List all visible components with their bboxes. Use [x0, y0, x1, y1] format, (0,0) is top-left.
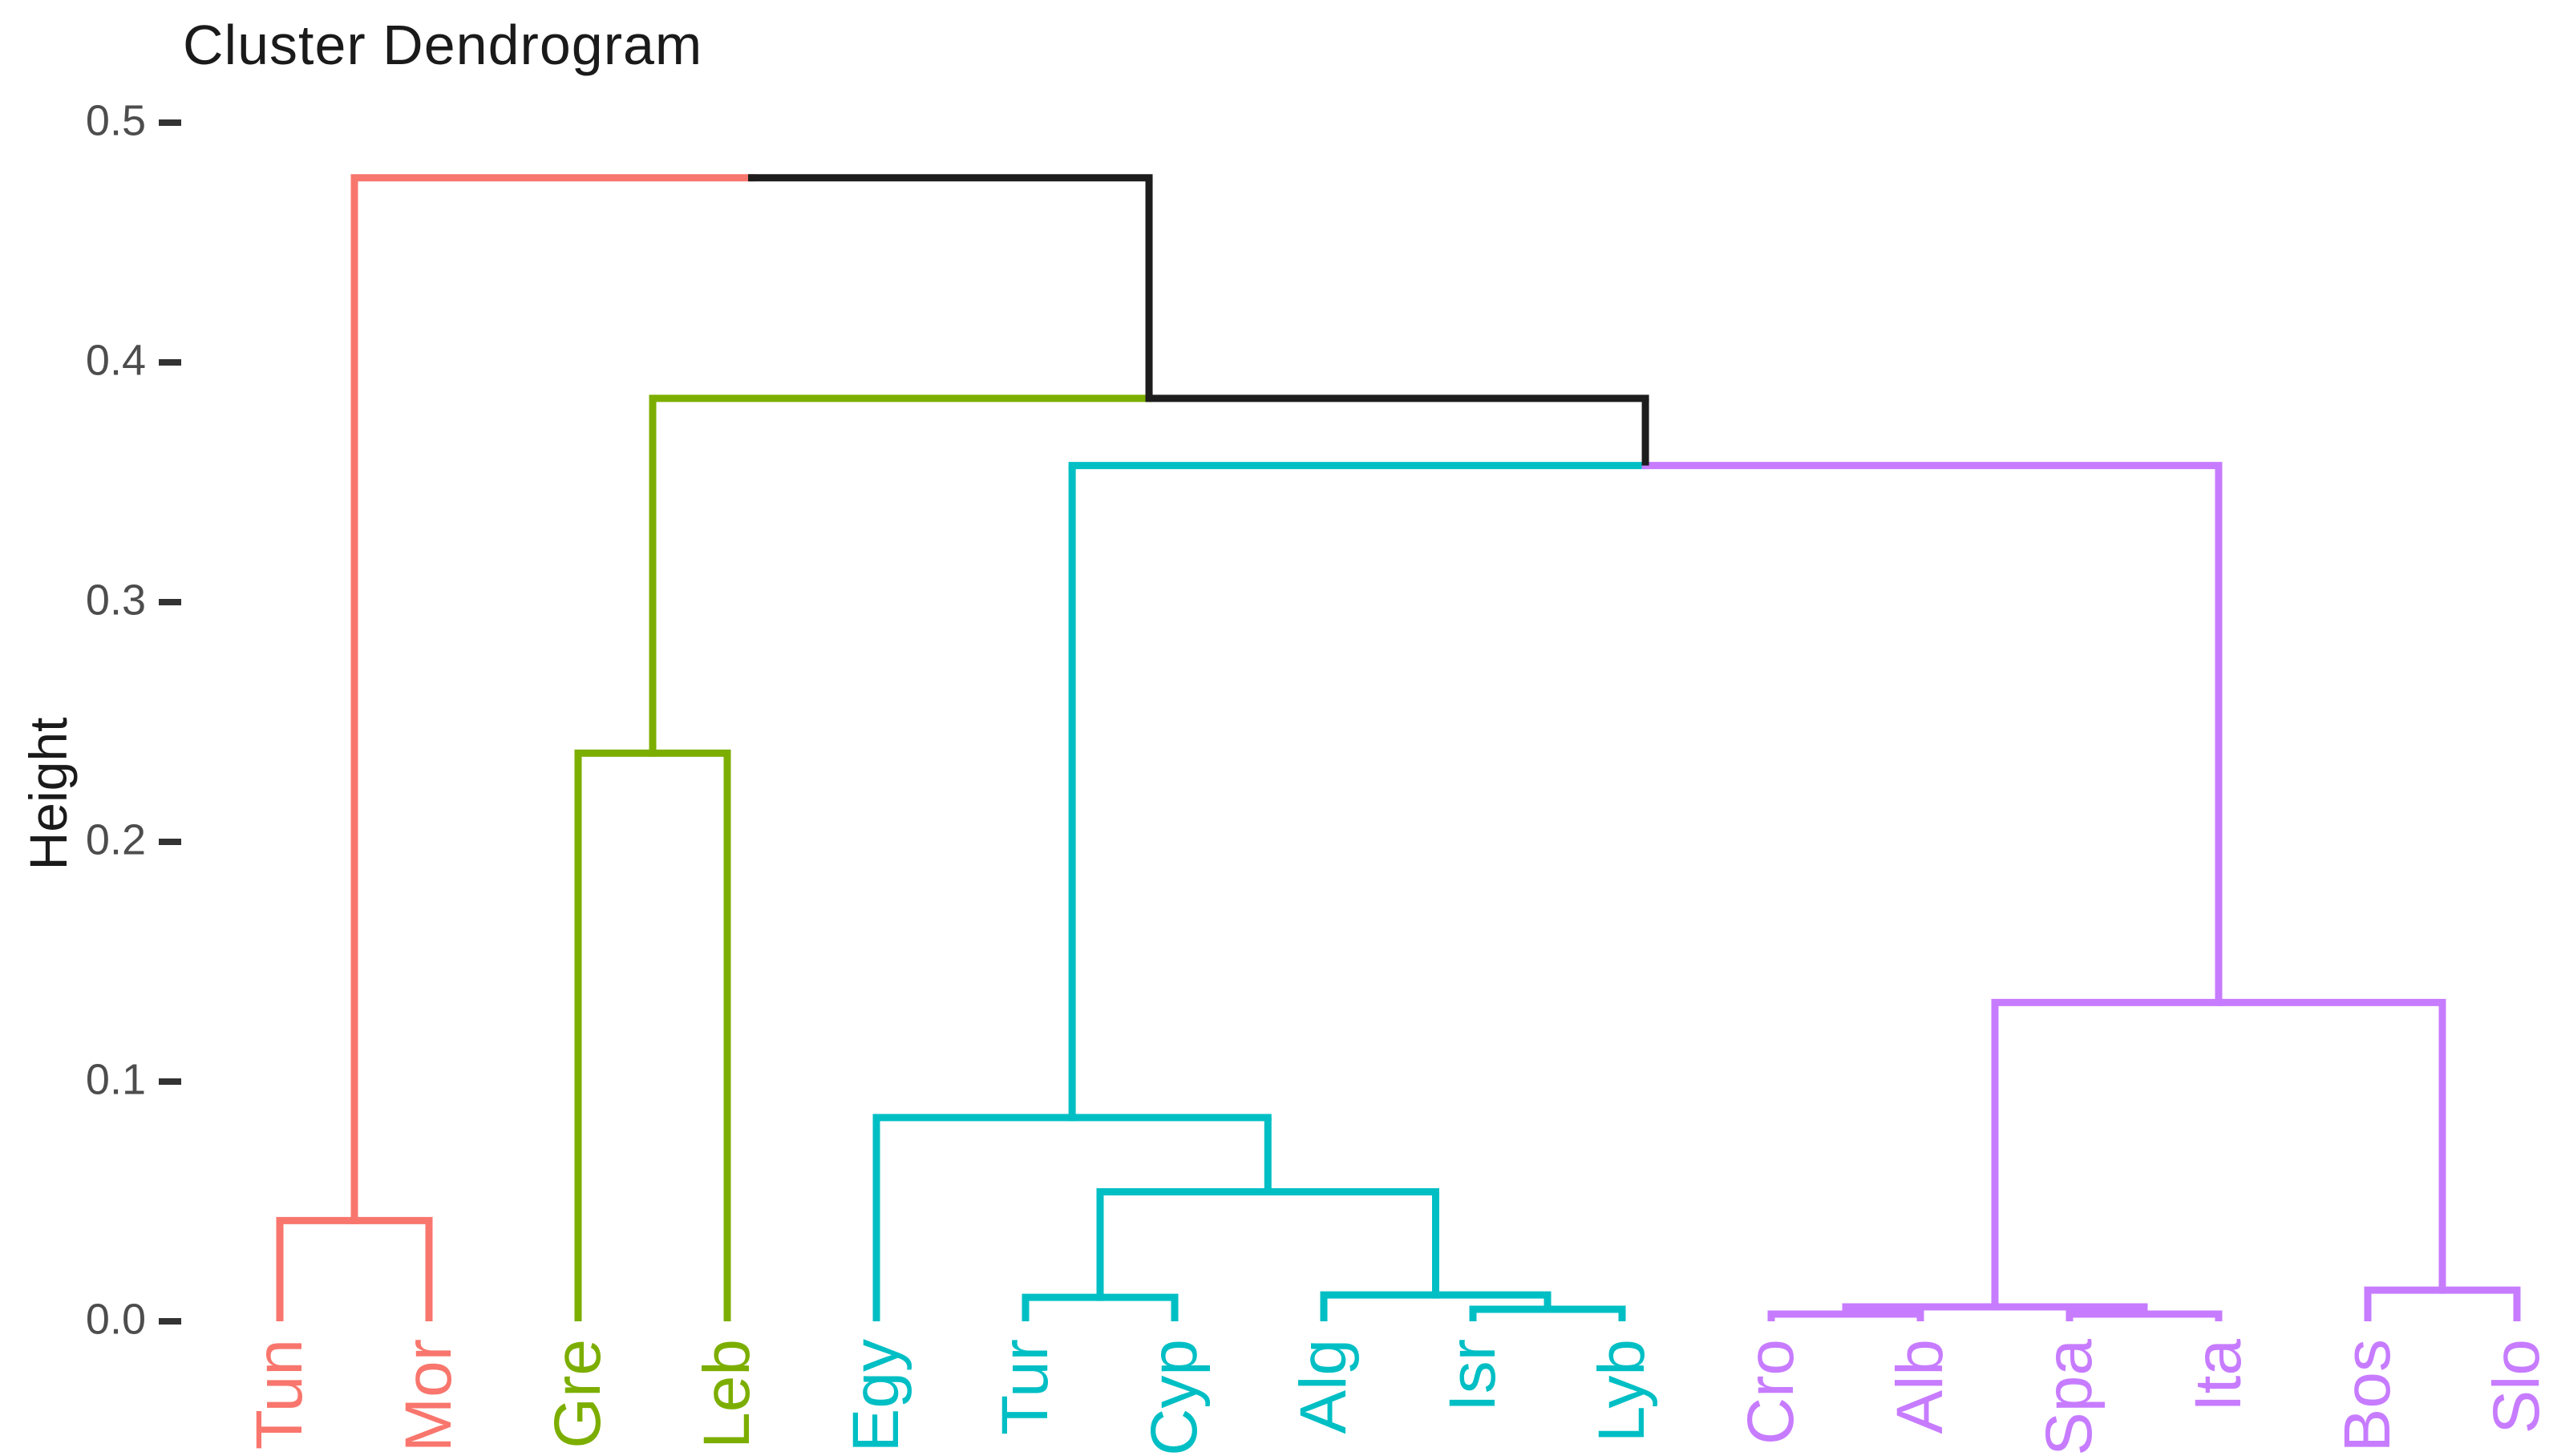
leaf-label: Cyp: [1138, 1339, 1211, 1456]
leaf-label: Isr: [1436, 1339, 1509, 1413]
leaf-label: Gre: [541, 1339, 614, 1449]
leaf-label: Slo: [2480, 1339, 2553, 1434]
leaf-label: Lyb: [1585, 1339, 1658, 1443]
chart-title: Cluster Dendrogram: [183, 14, 703, 76]
leaf-label: Alg: [1287, 1339, 1360, 1434]
y-tick-mark: [159, 359, 181, 366]
y-tick-mark: [159, 839, 181, 845]
y-tick-mark: [159, 1078, 181, 1085]
y-tick-label: 0.1: [85, 1055, 146, 1104]
y-tick-label: 0.0: [85, 1295, 146, 1344]
leaf-label: Bos: [2331, 1339, 2404, 1453]
y-tick-label: 0.4: [85, 336, 146, 385]
leaf-label: Mor: [392, 1339, 465, 1453]
y-tick-mark: [159, 119, 181, 126]
leaf-label: Egy: [840, 1339, 912, 1453]
y-tick-label: 0.5: [85, 96, 146, 145]
y-tick-label: 0.3: [85, 576, 146, 625]
leaf-label: Tun: [243, 1339, 316, 1450]
leaf-label: Tur: [989, 1339, 1062, 1435]
leaf-label: Cro: [1734, 1339, 1807, 1446]
leaf-label: Ita: [2182, 1339, 2255, 1413]
y-tick-mark: [159, 599, 181, 605]
leaf-label: Leb: [690, 1339, 763, 1449]
leaf-label: Spa: [2033, 1339, 2106, 1456]
y-tick-label: 0.2: [85, 815, 146, 864]
leaf-label: Alb: [1883, 1339, 1956, 1434]
y-tick-mark: [159, 1318, 181, 1325]
